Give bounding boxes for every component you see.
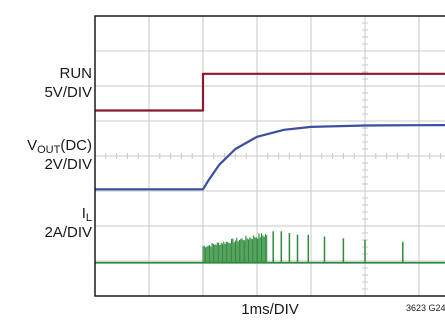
plot-frame <box>94 15 445 297</box>
figure-id: 3623 G24 <box>406 303 445 313</box>
vout-label-scale: 2V/DIV <box>44 156 92 173</box>
run-trace-label: RUN 5V/DIV <box>44 64 92 102</box>
scope-grid <box>94 15 445 297</box>
timebase-label: 1ms/DIV <box>241 301 299 318</box>
vout-trace <box>95 124 445 191</box>
il-switching-burst <box>202 233 268 263</box>
il-label-scale: 2A/DIV <box>44 224 92 241</box>
vout-trace-label: VOUT(DC) 2V/DIV <box>27 136 92 174</box>
scope-traces <box>95 72 445 264</box>
il-trace-label: IL 2A/DIV <box>44 204 92 242</box>
vout-label-name: VOUT(DC) <box>27 137 92 156</box>
il-label-name: IL <box>81 205 92 224</box>
run-label-name: RUN <box>59 65 93 82</box>
run-label-scale: 5V/DIV <box>44 84 92 101</box>
run-trace <box>95 72 445 112</box>
